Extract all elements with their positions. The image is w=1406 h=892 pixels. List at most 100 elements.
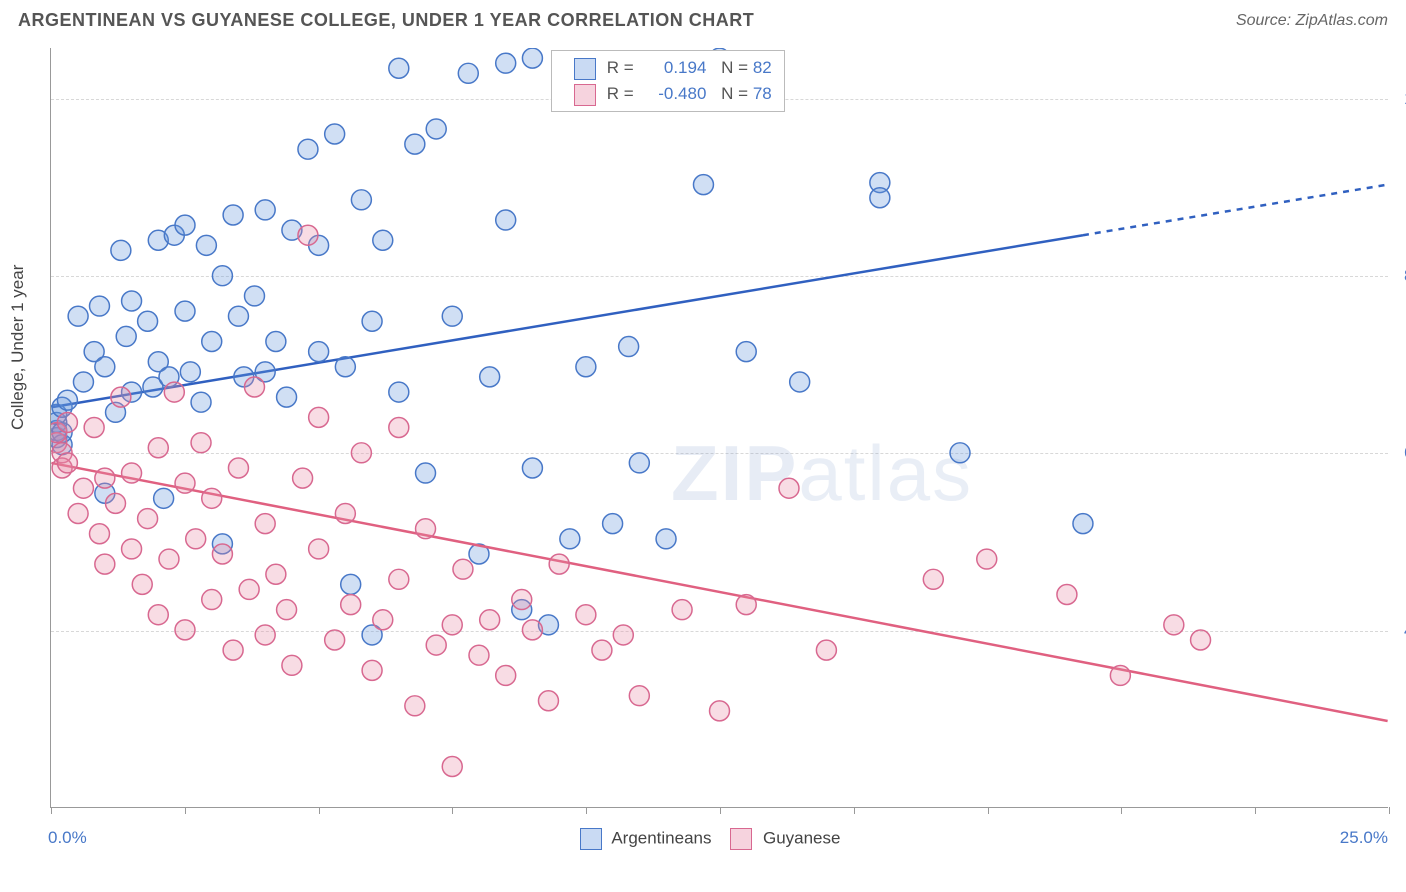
data-point-guyanese <box>416 519 436 539</box>
swatch-pink-icon <box>730 828 752 850</box>
y-tick-label: 82.5% <box>1394 266 1406 286</box>
data-point-argentineans <box>111 240 131 260</box>
data-point-argentineans <box>389 382 409 402</box>
data-point-guyanese <box>442 615 462 635</box>
data-point-guyanese <box>325 630 345 650</box>
data-point-argentineans <box>116 326 136 346</box>
data-point-argentineans <box>870 188 890 208</box>
data-point-argentineans <box>790 372 810 392</box>
data-point-argentineans <box>405 134 425 154</box>
data-point-guyanese <box>351 443 371 463</box>
data-point-guyanese <box>68 504 88 524</box>
data-point-guyanese <box>672 600 692 620</box>
data-point-argentineans <box>138 311 158 331</box>
data-point-argentineans <box>389 58 409 78</box>
data-point-argentineans <box>202 331 222 351</box>
data-point-guyanese <box>159 549 179 569</box>
stats-legend: R = 0.194 N = 82 R = -0.480 N = 78 <box>551 50 785 112</box>
eq-sign: = <box>738 58 748 77</box>
n-label: N <box>721 58 733 77</box>
data-point-guyanese <box>122 539 142 559</box>
data-point-argentineans <box>1073 514 1093 534</box>
data-point-guyanese <box>95 468 115 488</box>
data-point-argentineans <box>57 390 77 410</box>
data-point-argentineans <box>325 124 345 144</box>
data-point-argentineans <box>416 463 436 483</box>
data-point-argentineans <box>212 266 232 286</box>
data-point-guyanese <box>977 549 997 569</box>
data-point-guyanese <box>512 590 532 610</box>
data-point-guyanese <box>266 564 286 584</box>
data-point-guyanese <box>453 559 473 579</box>
data-point-argentineans <box>603 514 623 534</box>
swatch-pink-icon <box>574 84 596 106</box>
data-point-guyanese <box>1110 665 1130 685</box>
data-point-argentineans <box>245 286 265 306</box>
n-label: N <box>721 84 733 103</box>
data-point-guyanese <box>277 600 297 620</box>
data-point-guyanese <box>592 640 612 660</box>
data-point-guyanese <box>362 660 382 680</box>
data-point-guyanese <box>442 757 462 777</box>
data-point-guyanese <box>73 478 93 498</box>
data-point-argentineans <box>736 342 756 362</box>
data-point-guyanese <box>549 554 569 574</box>
data-point-argentineans <box>560 529 580 549</box>
data-point-guyanese <box>1164 615 1184 635</box>
data-point-guyanese <box>111 387 131 407</box>
x-tick <box>854 807 855 814</box>
data-point-argentineans <box>458 63 478 83</box>
y-tick-label: 100.0% <box>1394 89 1406 109</box>
eq-sign: = <box>624 58 634 77</box>
data-point-guyanese <box>335 504 355 524</box>
data-point-guyanese <box>89 524 109 544</box>
stats-row-blue: R = 0.194 N = 82 <box>560 55 772 81</box>
data-point-argentineans <box>522 458 542 478</box>
data-point-guyanese <box>923 569 943 589</box>
data-point-argentineans <box>426 119 446 139</box>
data-point-guyanese <box>710 701 730 721</box>
x-tick <box>988 807 989 814</box>
legend-label-blue: Argentineans <box>611 828 711 847</box>
y-tick-label: 65.0% <box>1394 443 1406 463</box>
data-point-argentineans <box>693 175 713 195</box>
source-label: Source: ZipAtlas.com <box>1236 12 1388 30</box>
data-point-argentineans <box>68 306 88 326</box>
data-point-guyanese <box>255 625 275 645</box>
data-point-argentineans <box>522 48 542 68</box>
data-point-guyanese <box>629 686 649 706</box>
data-point-argentineans <box>175 301 195 321</box>
data-point-guyanese <box>245 377 265 397</box>
data-point-guyanese <box>148 438 168 458</box>
data-point-guyanese <box>164 382 184 402</box>
data-point-argentineans <box>154 488 174 508</box>
data-point-guyanese <box>298 225 318 245</box>
data-point-guyanese <box>138 509 158 529</box>
x-tick <box>1389 807 1390 814</box>
data-point-guyanese <box>191 433 211 453</box>
data-point-argentineans <box>255 200 275 220</box>
data-point-argentineans <box>228 306 248 326</box>
data-point-argentineans <box>496 53 516 73</box>
data-point-guyanese <box>293 468 313 488</box>
data-point-guyanese <box>538 691 558 711</box>
y-axis-label: College, Under 1 year <box>8 265 28 430</box>
data-point-guyanese <box>175 473 195 493</box>
data-point-argentineans <box>196 235 216 255</box>
data-point-argentineans <box>351 190 371 210</box>
data-point-argentineans <box>480 367 500 387</box>
data-point-guyanese <box>816 640 836 660</box>
data-point-guyanese <box>175 620 195 640</box>
data-point-guyanese <box>405 696 425 716</box>
data-point-argentineans <box>619 337 639 357</box>
data-point-guyanese <box>228 458 248 478</box>
data-point-guyanese <box>202 488 222 508</box>
data-point-guyanese <box>57 453 77 473</box>
r-value-pink: -0.480 <box>642 81 706 107</box>
data-point-argentineans <box>373 230 393 250</box>
data-point-guyanese <box>95 554 115 574</box>
data-point-guyanese <box>106 493 126 513</box>
data-point-argentineans <box>362 311 382 331</box>
r-label: R <box>607 84 619 103</box>
data-point-guyanese <box>496 665 516 685</box>
